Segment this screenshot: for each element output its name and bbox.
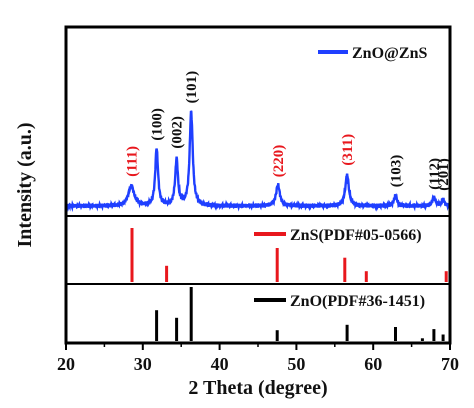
- x-tick-label: 60: [364, 354, 382, 374]
- pattern-curve: [64, 110, 451, 213]
- peak-label: (002): [170, 116, 186, 149]
- peak-label-layer: (111) (100) (002) (101) (220) (311) (103) (112)…: [124, 71, 452, 191]
- x-tick-label: 40: [211, 354, 229, 374]
- peak-label: (311): [340, 134, 356, 166]
- pattern-legend: ZnO@ZnS: [318, 45, 427, 62]
- y-axis-label: Intensity (a.u.): [14, 122, 36, 247]
- peak-label: (201): [436, 158, 452, 191]
- x-tick-layer: 20 30 40 50 60 70: [57, 343, 459, 374]
- x-tick-label: 30: [134, 354, 152, 374]
- x-tick-label: 70: [441, 354, 459, 374]
- x-tick-label: 50: [287, 354, 305, 374]
- peak-label: (103): [389, 155, 405, 188]
- zns-reference-panel: ZnS(PDF#05-0566): [130, 227, 448, 282]
- zns-lines-layer: [130, 228, 448, 282]
- zno-legend-label: ZnO(PDF#36-1451): [290, 293, 425, 310]
- peak-label: (111): [124, 146, 140, 177]
- peak-label: (100): [150, 108, 166, 141]
- pattern-legend-label: ZnO@ZnS: [352, 45, 427, 62]
- zno-legend: ZnO(PDF#36-1451): [254, 293, 425, 310]
- x-tick-label: 20: [57, 354, 75, 374]
- x-axis-label: 2 Theta (degree): [188, 377, 327, 399]
- pattern-curve-layer: [64, 110, 451, 213]
- peak-label: (112): [427, 158, 443, 190]
- zns-legend-label: ZnS(PDF#05-0566): [290, 227, 422, 244]
- peak-label: (220): [271, 145, 287, 178]
- pattern-panel: (111) (100) (002) (101) (220) (311) (103) (112)…: [64, 45, 452, 213]
- zns-legend: ZnS(PDF#05-0566): [254, 227, 422, 244]
- peak-label: (101): [184, 71, 200, 104]
- zno-reference-panel: ZnO(PDF#36-1451): [155, 287, 445, 341]
- zno-lines-layer: [155, 287, 445, 341]
